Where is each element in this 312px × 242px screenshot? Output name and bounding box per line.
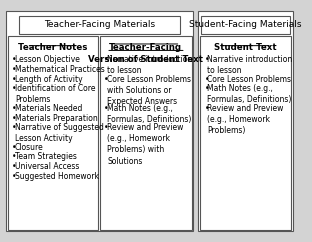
Text: •: • <box>204 75 209 84</box>
Text: •: • <box>12 75 17 84</box>
Text: Core Lesson Problems: Core Lesson Problems <box>207 75 291 84</box>
Text: Core Lesson Problems
with Solutions or
Expected Answers: Core Lesson Problems with Solutions or E… <box>107 75 191 106</box>
Text: •: • <box>204 84 209 93</box>
Text: Identification of Core
Problems: Identification of Core Problems <box>15 84 95 105</box>
Text: •: • <box>104 104 109 113</box>
Text: Length of Activity: Length of Activity <box>15 75 83 84</box>
Text: •: • <box>12 65 17 74</box>
Text: Student Text: Student Text <box>214 43 276 52</box>
FancyBboxPatch shape <box>8 36 98 230</box>
Text: Math Notes (e.g.,
Formulas, Definitions): Math Notes (e.g., Formulas, Definitions) <box>207 84 292 105</box>
Text: Review and Preview
(e.g., Homework
Problems): Review and Preview (e.g., Homework Probl… <box>207 104 284 135</box>
Text: Narrative of Suggested
Lesson Activity: Narrative of Suggested Lesson Activity <box>15 123 104 143</box>
Text: Lesson Objective: Lesson Objective <box>15 55 80 64</box>
Text: Suggested Homework: Suggested Homework <box>15 172 99 181</box>
Text: Narrative introduction
to lesson: Narrative introduction to lesson <box>107 55 193 75</box>
Text: •: • <box>12 113 17 122</box>
Text: •: • <box>12 152 17 161</box>
Text: •: • <box>12 55 17 64</box>
Text: Teacher-Facing
Version of Student Text: Teacher-Facing Version of Student Text <box>88 43 203 64</box>
Text: •: • <box>12 104 17 113</box>
Text: Universal Access: Universal Access <box>15 162 79 171</box>
Text: Teacher Notes: Teacher Notes <box>18 43 87 52</box>
Text: •: • <box>12 143 17 152</box>
Text: Materials Preparation: Materials Preparation <box>15 113 98 122</box>
FancyBboxPatch shape <box>197 11 293 231</box>
Text: Narrative introduction
to lesson: Narrative introduction to lesson <box>207 55 293 75</box>
Text: Team Strategies: Team Strategies <box>15 152 77 161</box>
Text: •: • <box>12 84 17 93</box>
FancyBboxPatch shape <box>6 11 193 231</box>
Text: Teacher-Facing Materials: Teacher-Facing Materials <box>44 20 155 29</box>
Text: •: • <box>104 75 109 84</box>
Text: •: • <box>12 162 17 171</box>
Text: •: • <box>204 55 209 64</box>
Text: •: • <box>204 104 209 113</box>
Text: •: • <box>12 172 17 181</box>
Text: Student-Facing Materials: Student-Facing Materials <box>189 20 301 29</box>
Text: Review and Preview
(e.g., Homework
Problems) with
Solutions: Review and Preview (e.g., Homework Probl… <box>107 123 184 166</box>
Text: •: • <box>104 123 109 132</box>
FancyBboxPatch shape <box>19 16 180 34</box>
FancyBboxPatch shape <box>100 36 192 230</box>
Text: Math Notes (e.g.,
Formulas, Definitions): Math Notes (e.g., Formulas, Definitions) <box>107 104 192 124</box>
FancyBboxPatch shape <box>200 36 290 230</box>
Text: Materials Needed: Materials Needed <box>15 104 82 113</box>
Text: Mathematical Practices: Mathematical Practices <box>15 65 105 74</box>
Text: •: • <box>12 123 17 132</box>
Text: Closure: Closure <box>15 143 44 152</box>
Text: •: • <box>104 55 109 64</box>
FancyBboxPatch shape <box>201 16 290 34</box>
